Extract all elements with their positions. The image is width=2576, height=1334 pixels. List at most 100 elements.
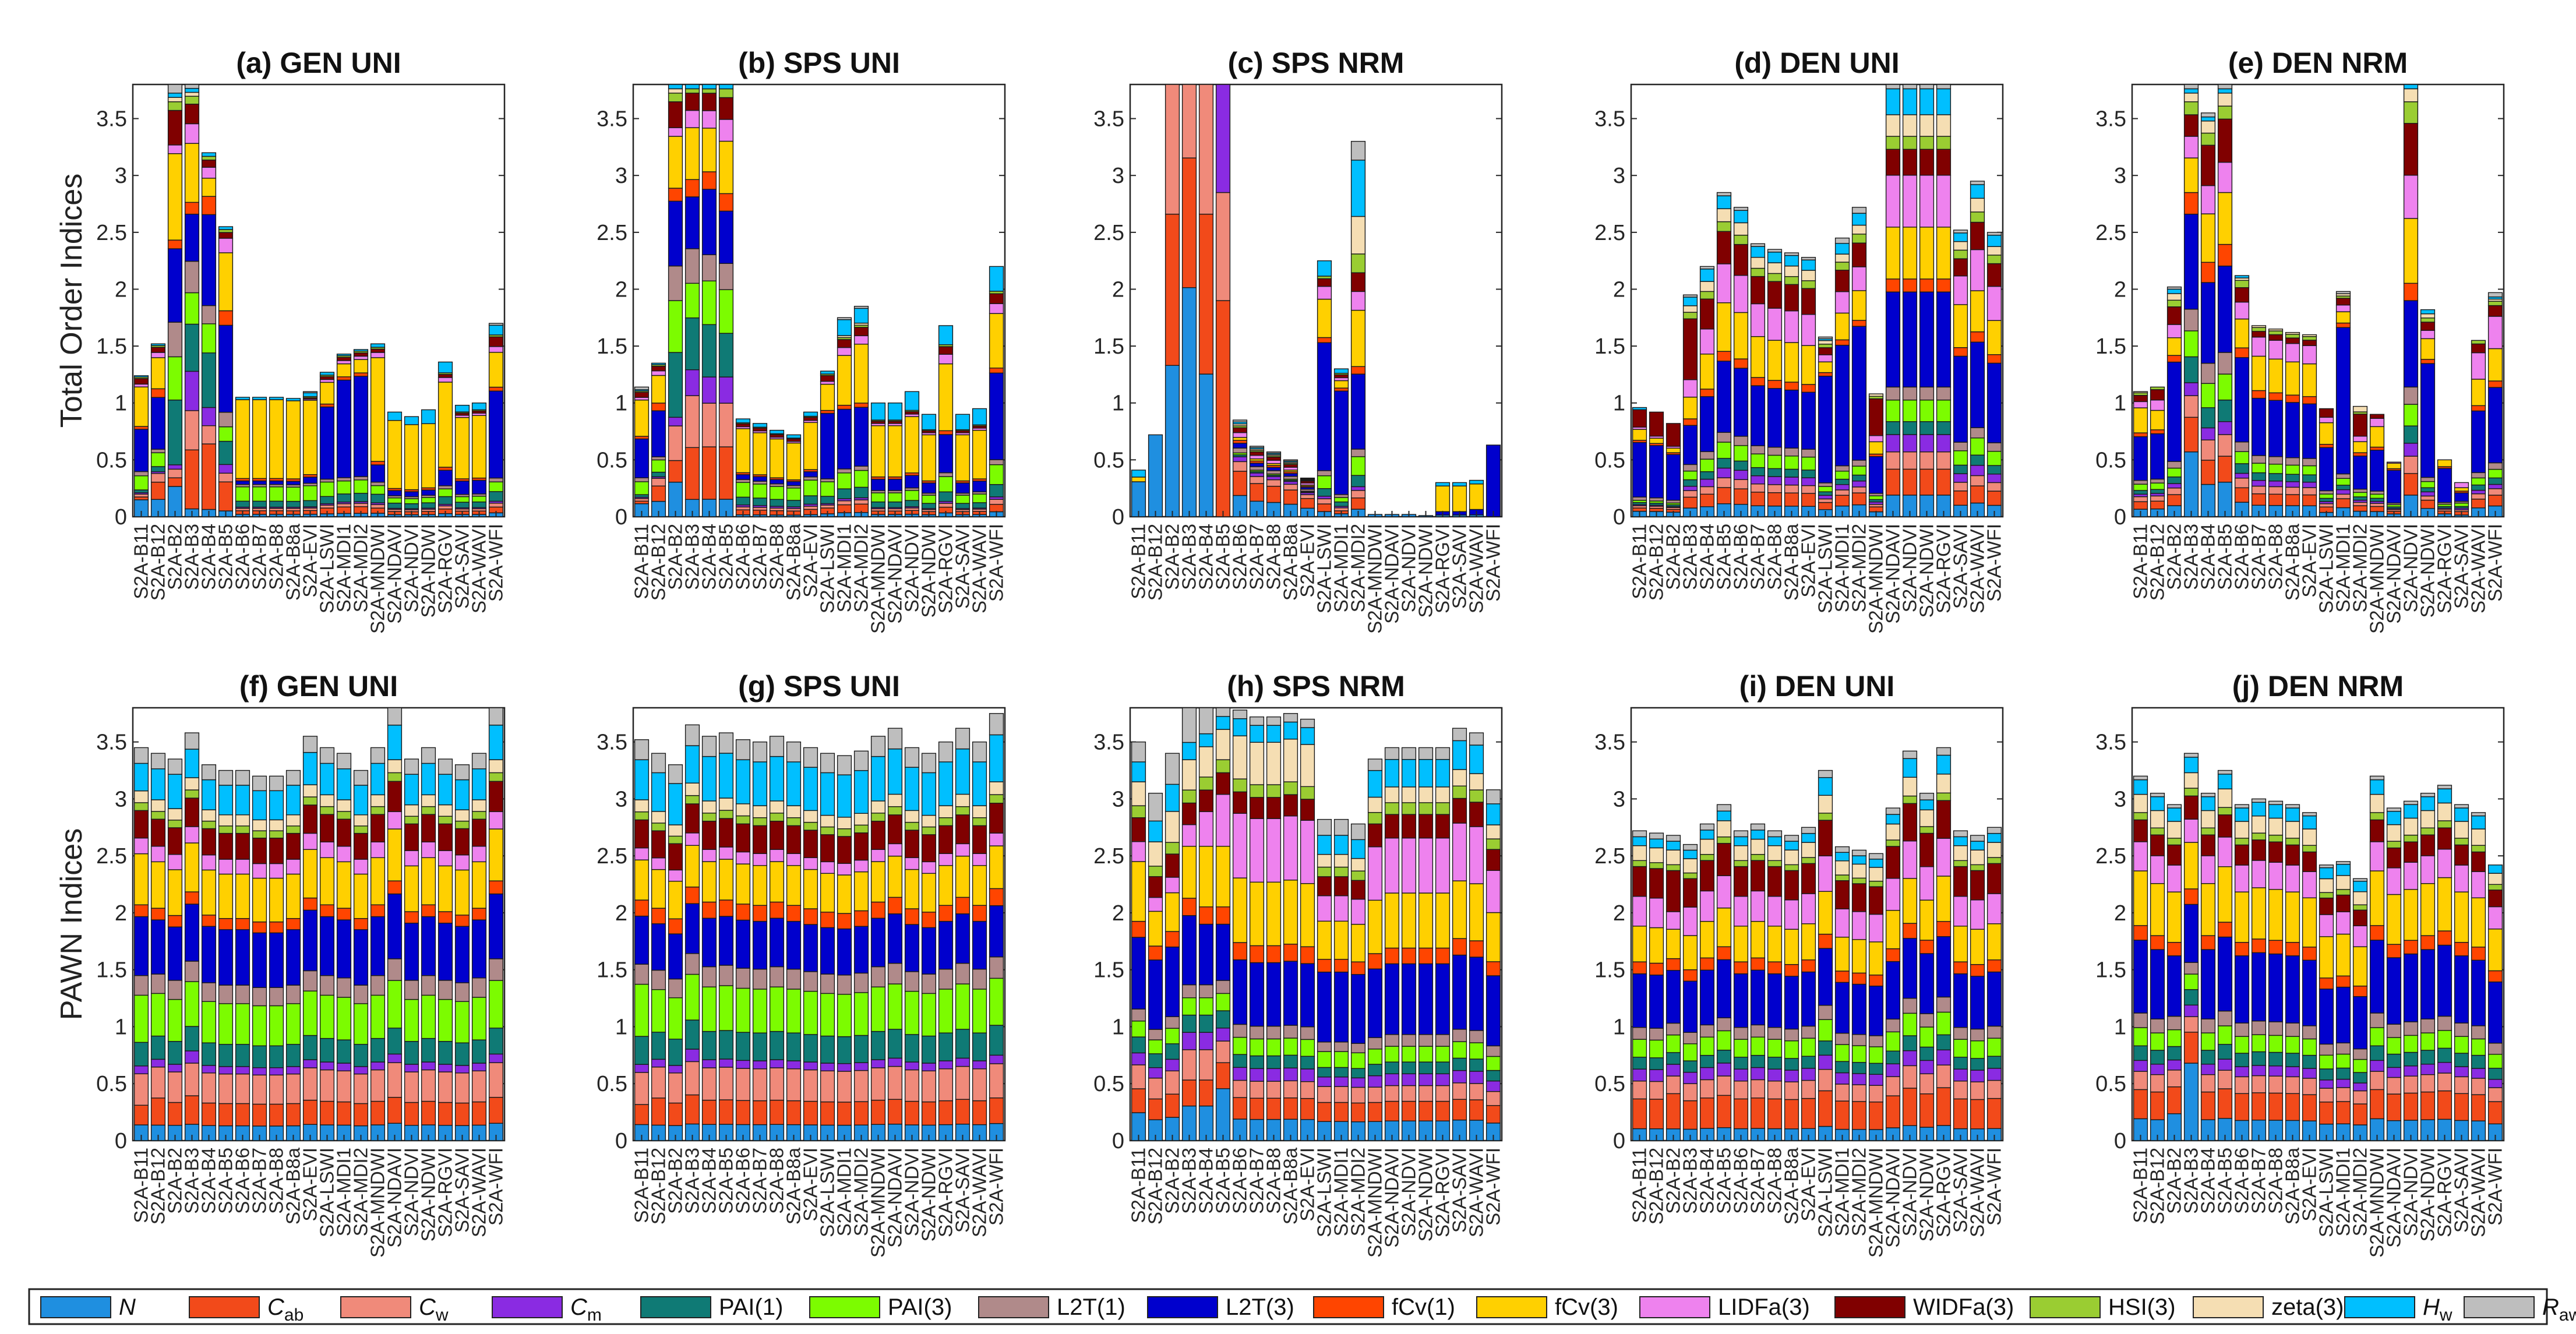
bar-segment	[853, 465, 869, 471]
bar-segment	[404, 758, 419, 775]
bar-stack	[1469, 732, 1484, 1141]
bar-segment	[752, 920, 768, 970]
bar-segment	[989, 734, 1004, 782]
bar-segment	[2234, 1036, 2250, 1054]
bar-segment	[2183, 382, 2199, 396]
bar-segment	[1148, 1029, 1163, 1040]
bar-stack	[668, 84, 683, 517]
bar-segment	[1868, 913, 1884, 943]
bar-segment	[1452, 1099, 1467, 1121]
bar-segment	[1919, 84, 1935, 90]
bar-segment	[2150, 410, 2165, 430]
bar-segment	[2234, 463, 2250, 474]
bar-segment	[1818, 354, 1833, 362]
bar-segment	[1317, 1042, 1332, 1052]
bar-segment	[1851, 983, 1867, 1035]
bar-segment	[1452, 785, 1467, 799]
bar-segment	[887, 1057, 903, 1067]
bar-stack	[1682, 294, 1698, 517]
bar-segment	[1970, 870, 1985, 901]
xtick-label: S2A-B6	[1229, 1148, 1251, 1214]
bar-segment	[1181, 1014, 1197, 1033]
bar-segment	[837, 863, 852, 876]
bar-segment	[1936, 149, 1952, 176]
bar-segment	[1367, 953, 1383, 969]
bar-segment	[2268, 400, 2284, 457]
bar-segment	[1902, 114, 1918, 137]
bar-segment	[938, 817, 954, 827]
bar-segment	[1902, 878, 1918, 924]
bar-segment	[404, 998, 419, 1042]
bar-segment	[184, 891, 200, 905]
ytick-label: 1	[2114, 1015, 2126, 1039]
bar-segment	[1801, 842, 1816, 858]
bar-segment	[684, 1094, 700, 1125]
bar-segment	[1333, 494, 1349, 498]
bar-segment	[2268, 464, 2284, 474]
bar-segment	[2150, 1091, 2165, 1120]
bar-segment	[2200, 935, 2216, 950]
bar-segment	[820, 927, 835, 975]
bar-segment	[201, 323, 217, 354]
bar-segment	[370, 1037, 386, 1063]
bar-segment	[167, 1071, 183, 1103]
bar-segment	[1767, 252, 1783, 263]
bar-segment	[2133, 484, 2148, 491]
bar-segment	[938, 805, 954, 818]
bar-segment	[820, 383, 835, 411]
bar-segment	[989, 1054, 1004, 1064]
bar-segment	[133, 496, 149, 500]
legend-swatch	[1313, 1296, 1384, 1318]
bar-stack	[269, 397, 284, 517]
bar-segment	[1818, 820, 1833, 856]
bar-segment	[2200, 439, 2216, 461]
bar-segment	[387, 781, 403, 813]
bar-segment	[1300, 718, 1315, 728]
bar-segment	[2234, 838, 2250, 846]
bar-segment	[1902, 136, 1918, 150]
bar-segment	[1333, 1086, 1349, 1103]
bar-segment	[1936, 921, 1952, 937]
ytick-label: 1.5	[597, 958, 627, 983]
bar-segment	[1198, 789, 1214, 813]
bar-segment	[1401, 1034, 1417, 1047]
bar-segment	[421, 1069, 436, 1102]
bar-segment	[1350, 490, 1366, 499]
bar-segment	[2285, 821, 2300, 839]
bar-segment	[938, 905, 954, 922]
panel-title: (b) SPS UNI	[738, 47, 900, 79]
bar-segment	[1834, 982, 1850, 1034]
xtick-label: S2A-B7	[749, 1148, 771, 1214]
bar-segment	[201, 1065, 217, 1074]
bar-segment	[1165, 946, 1180, 1017]
bar-segment	[837, 408, 852, 470]
bar-segment	[887, 1029, 903, 1059]
xtick-label: S2A-NDWI	[2417, 1148, 2439, 1241]
bar-segment	[1350, 497, 1366, 510]
bar-segment	[1902, 278, 1918, 292]
bar-segment	[1970, 1028, 1985, 1042]
bar-segment	[1818, 1069, 1833, 1092]
bar-segment	[1868, 456, 1884, 494]
bar-segment	[1300, 1039, 1315, 1057]
bar-segment	[1868, 1074, 1884, 1086]
bar-segment	[634, 1072, 650, 1105]
bar-stack	[2183, 84, 2199, 517]
bar-segment	[1767, 1039, 1783, 1058]
bar-segment	[1384, 837, 1400, 894]
bar-segment	[1148, 1039, 1163, 1054]
bar-segment	[319, 496, 335, 504]
bar-segment	[1682, 379, 1698, 398]
bar-segment	[218, 412, 234, 428]
bar-segment	[701, 93, 717, 111]
bar-segment	[1300, 1068, 1315, 1082]
bar-segment	[319, 904, 335, 917]
bar-segment	[668, 417, 683, 426]
bar-segment	[1902, 386, 1918, 401]
ytick-label: 0	[1613, 1129, 1625, 1153]
bar-segment	[1801, 493, 1816, 507]
bar-segment	[1198, 373, 1214, 517]
ytick-label: 2.5	[1093, 844, 1124, 869]
bar-segment	[1885, 1031, 1901, 1051]
bar-segment	[2183, 213, 2199, 310]
